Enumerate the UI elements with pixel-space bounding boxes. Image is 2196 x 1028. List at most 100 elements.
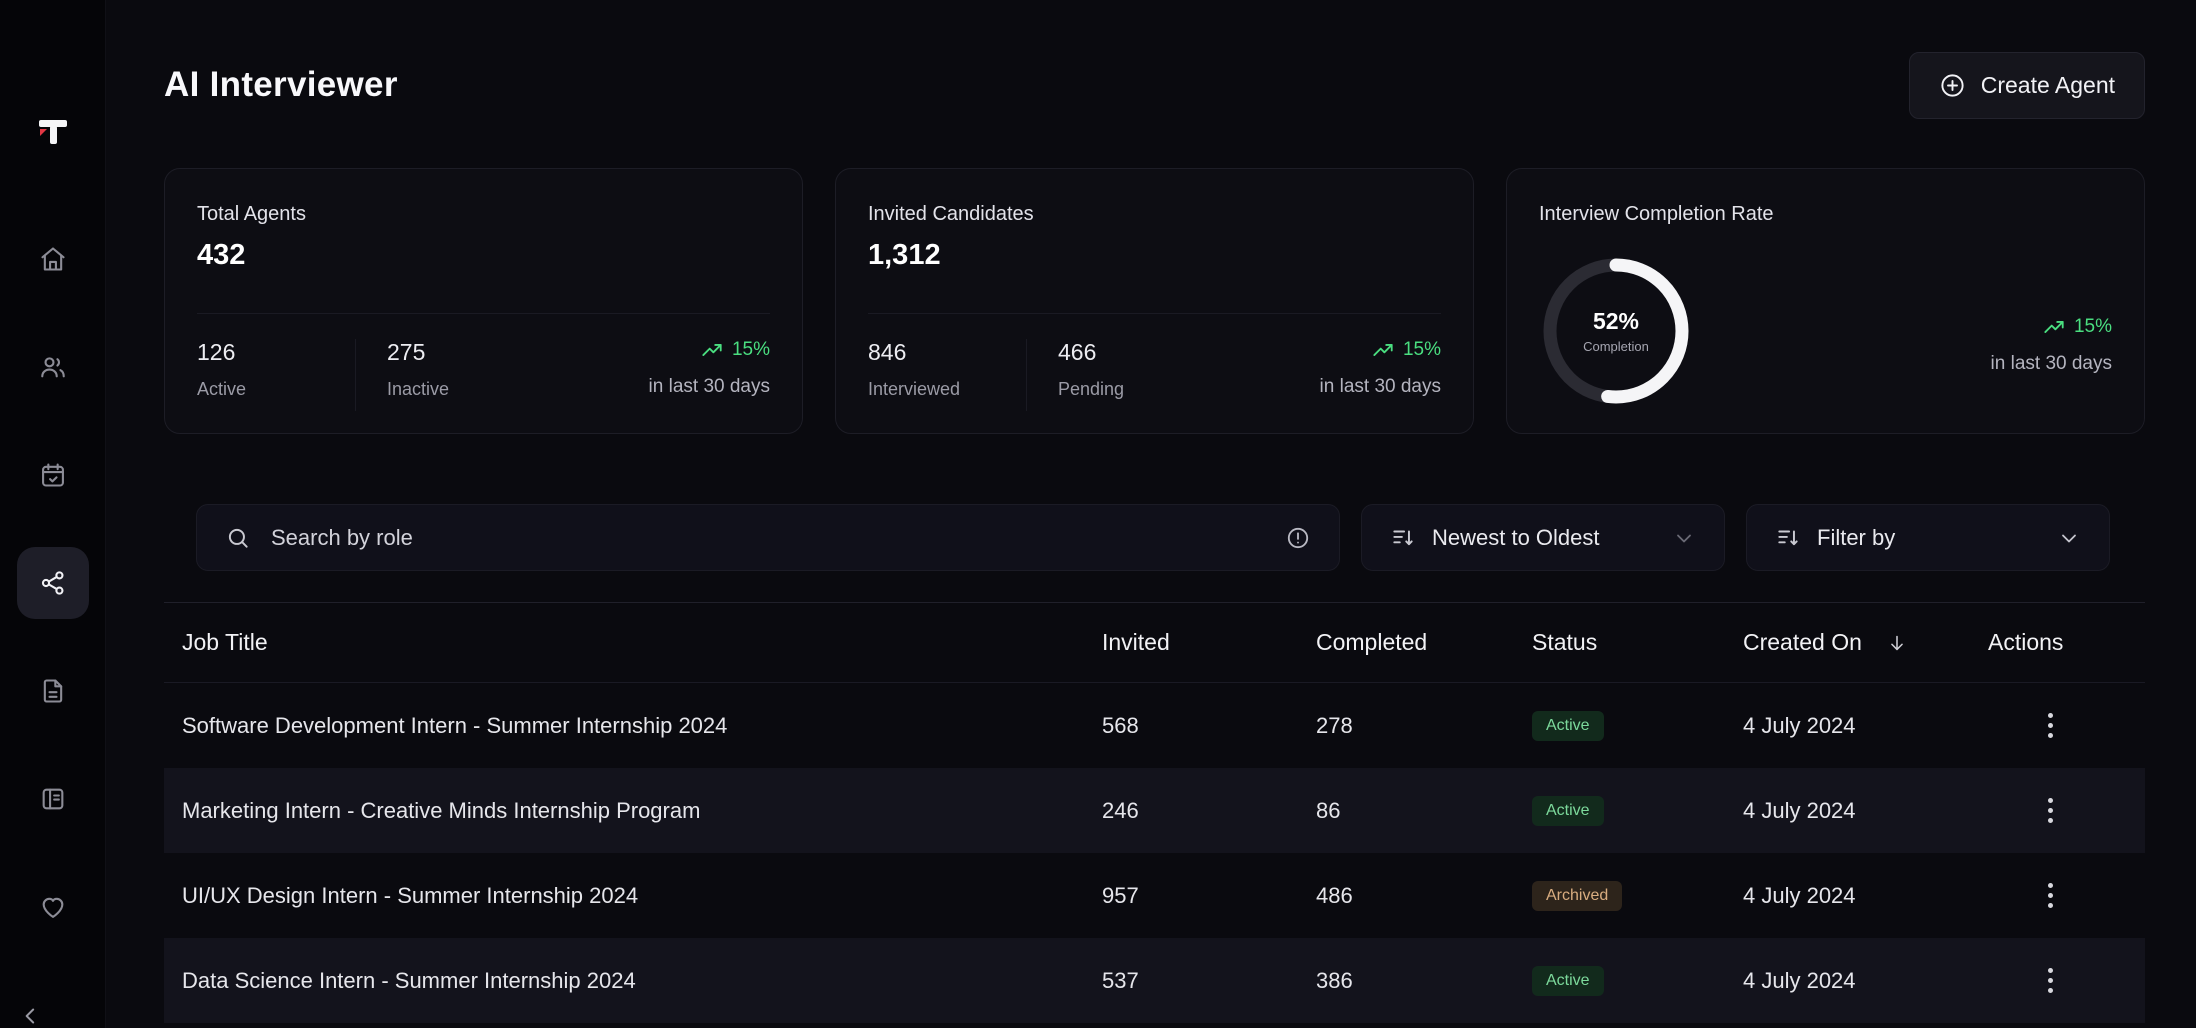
filter-icon bbox=[1778, 530, 1798, 545]
card-label: Invited Candidates bbox=[868, 203, 1034, 225]
stat-value: 846 bbox=[868, 339, 907, 365]
cell-completed: 386 bbox=[1316, 967, 1353, 993]
search-icon bbox=[228, 528, 248, 548]
trend-caption: in last 30 days bbox=[1990, 353, 2112, 374]
table-row[interactable]: Marketing Intern - Creative Minds Intern… bbox=[164, 768, 2145, 853]
table-body: Software Development Intern - Summer Int… bbox=[164, 683, 2145, 1023]
stats-cards: Total Agents 432 126 Active 275 Inactive bbox=[164, 168, 2145, 434]
sidebar-item-schedule[interactable] bbox=[17, 439, 89, 511]
completion-rate-card: Interview Completion Rate 52% Completion bbox=[1506, 168, 2145, 434]
trend-block: 15% in last 30 days bbox=[1320, 339, 1441, 433]
filter-label: Filter by bbox=[1817, 524, 1896, 550]
sidebar-item-home[interactable] bbox=[17, 223, 89, 295]
home-icon bbox=[40, 247, 65, 271]
sidebar-collapse-button[interactable] bbox=[18, 1003, 44, 1028]
trend-value: 15% bbox=[1402, 339, 1441, 360]
search-box[interactable] bbox=[196, 504, 1340, 571]
cell-created-on: 4 July 2024 bbox=[1743, 797, 1856, 823]
app-logo[interactable] bbox=[33, 112, 73, 157]
sidebar bbox=[0, 0, 106, 1028]
trend-block: 15% in last 30 days bbox=[1991, 316, 2112, 408]
cell-actions bbox=[1988, 883, 2145, 908]
trend-value: 15% bbox=[2073, 316, 2112, 337]
header-created-on-label: Created On bbox=[1743, 629, 1862, 655]
header-status: Status bbox=[1532, 629, 1598, 655]
cell-status: Active bbox=[1532, 795, 1743, 826]
cell-actions bbox=[1988, 968, 2145, 993]
stat-inactive: 275 Inactive bbox=[356, 339, 449, 433]
sort-dropdown[interactable]: Newest to Oldest bbox=[1361, 504, 1725, 571]
cell-job-title: Marketing Intern - Creative Minds Intern… bbox=[182, 797, 701, 823]
cell-actions bbox=[1988, 713, 2145, 738]
donut-center: 52% Completion bbox=[1539, 254, 1693, 408]
status-badge: Active bbox=[1532, 966, 1604, 996]
sidebar-item-documents[interactable] bbox=[17, 655, 89, 727]
donut-percent: 52% bbox=[1592, 308, 1640, 334]
trend-line: 15% bbox=[649, 339, 770, 361]
header-created-on[interactable]: Created On bbox=[1743, 629, 1988, 656]
cell-status: Active bbox=[1532, 965, 1743, 996]
create-agent-label: Create Agent bbox=[1980, 71, 2115, 98]
total-agents-value: 432 bbox=[197, 239, 246, 271]
cell-invited: 568 bbox=[1102, 712, 1139, 738]
share-network-icon bbox=[41, 571, 63, 595]
donut-caption: Completion bbox=[1583, 339, 1649, 354]
cell-completed: 278 bbox=[1316, 712, 1353, 738]
table-row[interactable]: UI/UX Design Intern - Summer Internship … bbox=[164, 853, 2145, 938]
alert-circle-icon[interactable] bbox=[1285, 525, 1311, 551]
chevron-down-icon bbox=[1677, 534, 1691, 542]
sidebar-item-ai-interviewer[interactable] bbox=[16, 547, 89, 619]
toolbar: Newest to Oldest Filter by bbox=[196, 504, 2110, 571]
stat-label: Active bbox=[197, 379, 247, 399]
kebab-menu-icon[interactable] bbox=[2048, 713, 2054, 738]
cell-actions bbox=[1988, 798, 2145, 823]
arrow-down-icon[interactable] bbox=[1886, 632, 1908, 654]
kebab-menu-icon[interactable] bbox=[2048, 968, 2054, 993]
cell-status: Archived bbox=[1532, 880, 1743, 911]
agents-table: Job Title Invited Completed Status Creat… bbox=[164, 602, 2145, 1023]
header-job-title: Job Title bbox=[182, 629, 268, 655]
cell-job-title: UI/UX Design Intern - Summer Internship … bbox=[182, 882, 639, 908]
card-label: Interview Completion Rate bbox=[1539, 203, 1774, 225]
cell-job-title: Data Science Intern - Summer Internship … bbox=[182, 967, 636, 993]
status-badge: Active bbox=[1532, 711, 1604, 741]
card-breakdown: 846 Interviewed 466 Pending 15% bbox=[868, 313, 1441, 433]
cell-created-on: 4 July 2024 bbox=[1743, 967, 1856, 993]
trend-caption: in last 30 days bbox=[648, 376, 770, 397]
status-badge: Active bbox=[1532, 796, 1604, 826]
total-agents-card: Total Agents 432 126 Active 275 Inactive bbox=[164, 168, 803, 434]
trend-line: 15% bbox=[1991, 316, 2112, 338]
kebab-menu-icon[interactable] bbox=[2048, 883, 2054, 908]
stat-active: 126 Active bbox=[197, 339, 355, 433]
sidebar-item-candidates[interactable] bbox=[17, 331, 89, 403]
heart-icon bbox=[42, 897, 63, 918]
cell-completed: 486 bbox=[1316, 882, 1353, 908]
layout-panel-icon bbox=[42, 788, 63, 810]
trend-line: 15% bbox=[1320, 339, 1441, 361]
cell-created-on: 4 July 2024 bbox=[1743, 882, 1856, 908]
stat-value: 126 bbox=[197, 339, 236, 365]
table-row[interactable]: Software Development Intern - Summer Int… bbox=[164, 683, 2145, 768]
sidebar-item-reports[interactable] bbox=[17, 763, 89, 835]
stat-value: 275 bbox=[387, 339, 426, 365]
divider bbox=[355, 339, 356, 411]
table-header-row: Job Title Invited Completed Status Creat… bbox=[164, 602, 2145, 683]
filter-dropdown[interactable]: Filter by bbox=[1746, 504, 2110, 571]
search-input[interactable] bbox=[271, 524, 1265, 551]
file-document-icon bbox=[43, 679, 62, 703]
stat-interviewed: 846 Interviewed bbox=[868, 339, 1026, 433]
trend-caption: in last 30 days bbox=[1319, 376, 1441, 397]
kebab-menu-icon[interactable] bbox=[2048, 798, 2054, 823]
completion-donut-chart: 52% Completion bbox=[1539, 254, 1693, 408]
cell-invited: 957 bbox=[1102, 882, 1139, 908]
cell-invited: 537 bbox=[1102, 967, 1139, 993]
sidebar-item-favorites[interactable] bbox=[17, 871, 89, 943]
app-logo-icon bbox=[38, 120, 67, 144]
main-content: AI Interviewer Create Agent Total Agents… bbox=[106, 0, 2196, 1028]
cell-status: Active bbox=[1532, 710, 1743, 741]
create-agent-button[interactable]: Create Agent bbox=[1908, 51, 2145, 119]
table-row[interactable]: Data Science Intern - Summer Internship … bbox=[164, 938, 2145, 1023]
divider bbox=[1026, 339, 1027, 411]
header-actions: Actions bbox=[1988, 629, 2064, 655]
cell-created-on: 4 July 2024 bbox=[1743, 712, 1856, 738]
